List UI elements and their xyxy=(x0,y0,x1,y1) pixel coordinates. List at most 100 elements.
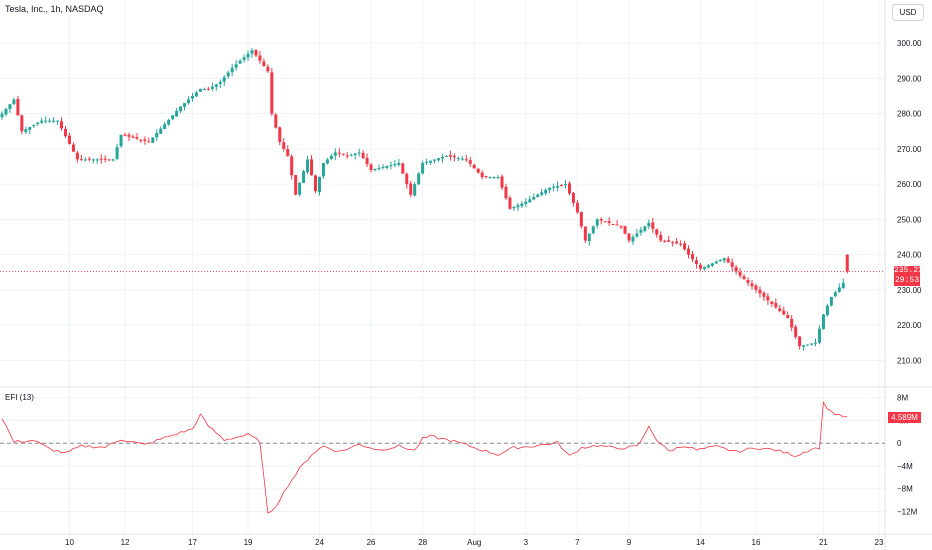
candle-down xyxy=(290,156,294,176)
candle-up xyxy=(444,155,448,157)
candle-up xyxy=(175,110,179,117)
efi-tick-label: −4M xyxy=(897,462,913,471)
candle-down xyxy=(627,233,631,241)
candle-down xyxy=(270,72,274,114)
candle-up xyxy=(548,187,552,190)
candle-down xyxy=(63,128,67,137)
candle-up xyxy=(321,162,325,177)
candle-up xyxy=(631,236,635,242)
time-tick-label: 23 xyxy=(875,538,884,547)
candle-up xyxy=(325,159,329,164)
candle-up xyxy=(238,60,242,64)
candle-up xyxy=(226,72,230,77)
candle-up xyxy=(488,177,492,179)
candle-up xyxy=(111,159,115,161)
candle-down xyxy=(139,139,143,141)
candle-up xyxy=(48,120,52,122)
candle-up xyxy=(647,222,651,227)
candle-up xyxy=(429,160,433,163)
candle-down xyxy=(782,310,786,315)
candle-up xyxy=(8,104,12,109)
candle-up xyxy=(460,158,464,160)
candle-down xyxy=(472,164,476,169)
candle-down xyxy=(127,134,131,137)
price-tick-label: 230.00 xyxy=(897,286,922,295)
candle-down xyxy=(730,262,734,267)
candle-down xyxy=(500,176,504,188)
candle-up xyxy=(95,159,99,161)
currency-button[interactable]: USD xyxy=(892,4,924,21)
efi-indicator-label[interactable]: EFI (13) xyxy=(5,393,34,402)
candle-up xyxy=(433,159,437,161)
candle-down xyxy=(258,55,262,61)
candle-down xyxy=(448,155,452,157)
candle-up xyxy=(163,124,167,130)
candle-down xyxy=(206,88,210,90)
candle-down xyxy=(337,152,341,154)
time-tick-label: 24 xyxy=(315,538,324,547)
candle-down xyxy=(452,156,456,158)
candle-down xyxy=(131,136,135,138)
candle-up xyxy=(385,165,389,168)
candle-down xyxy=(786,315,790,319)
candle-up xyxy=(833,292,837,296)
time-tick-label: 21 xyxy=(819,538,828,547)
candle-down xyxy=(742,276,746,280)
candle-down xyxy=(20,115,24,132)
candle-down xyxy=(607,221,611,223)
candle-down xyxy=(663,240,667,242)
candle-down xyxy=(579,212,583,227)
candle-down xyxy=(278,127,282,142)
time-tick-label: 16 xyxy=(752,538,761,547)
time-tick-label: Aug xyxy=(467,538,481,547)
time-tick-label: 28 xyxy=(418,538,427,547)
price-tick-label: 300.00 xyxy=(897,39,922,48)
candle-up xyxy=(821,314,825,330)
candle-up xyxy=(536,194,540,198)
candle-up xyxy=(167,119,171,125)
candle-up xyxy=(377,168,381,170)
candle-up xyxy=(194,92,198,97)
candle-down xyxy=(675,241,679,244)
candle-down xyxy=(103,158,107,160)
candle-down xyxy=(508,197,512,209)
efi-value-badge: 4.589M xyxy=(888,412,921,424)
candle-up xyxy=(210,86,214,89)
last-price-badge: 235.23 29:53 xyxy=(894,266,923,287)
candle-down xyxy=(369,164,373,171)
candle-down xyxy=(476,168,480,173)
candle-up xyxy=(230,67,234,73)
candle-up xyxy=(810,343,814,345)
time-tick-label: 10 xyxy=(65,538,74,547)
candle-down xyxy=(690,254,694,260)
candle-up xyxy=(214,84,218,87)
candle-up xyxy=(119,134,123,147)
candle-up xyxy=(806,344,810,346)
candle-down xyxy=(147,141,151,143)
candle-up xyxy=(706,265,710,268)
candle-down xyxy=(615,224,619,226)
candle-up xyxy=(353,153,357,156)
candle-up xyxy=(421,162,425,174)
candle-down xyxy=(651,222,655,229)
candle-up xyxy=(115,147,119,160)
candle-up xyxy=(171,115,175,120)
candle-up xyxy=(32,124,36,127)
candle-down xyxy=(123,134,127,136)
candle-down xyxy=(107,159,111,161)
candle-down xyxy=(679,243,683,245)
candle-down xyxy=(623,226,627,234)
candle-up xyxy=(595,219,599,226)
candle-up xyxy=(413,184,417,196)
candle-down xyxy=(798,336,802,347)
candle-up xyxy=(183,103,187,107)
candle-down xyxy=(770,301,774,304)
candle-down xyxy=(266,66,270,72)
candle-down xyxy=(310,159,314,176)
candle-down xyxy=(659,235,663,241)
candle-up xyxy=(298,182,302,195)
candle-down xyxy=(484,176,488,178)
time-tick-label: 17 xyxy=(188,538,197,547)
candle-up xyxy=(393,163,397,166)
